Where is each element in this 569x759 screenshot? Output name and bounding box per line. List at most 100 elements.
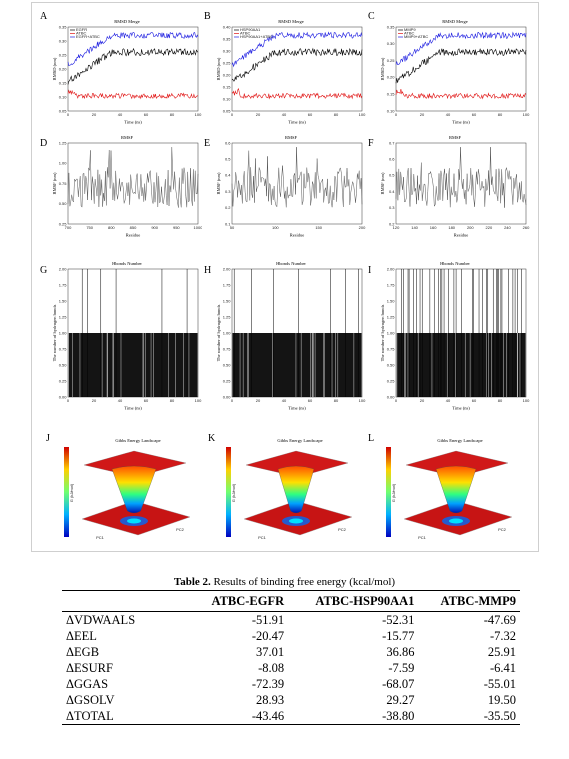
y-tick-label: 0.50	[223, 362, 232, 367]
y-axis-label: PC2	[498, 527, 507, 532]
x-tick-label: 40	[446, 398, 451, 403]
y-tick-label: 0.30	[59, 38, 68, 43]
x-tick-label: 0	[395, 398, 398, 403]
x-tick-label: 160	[430, 225, 437, 230]
panel-letter: G	[40, 265, 48, 276]
hsp90aa1-value: -68.07	[382, 677, 415, 691]
x-tick-label: 100	[272, 225, 279, 230]
mmp9-value: -6.41	[489, 661, 516, 675]
header-egfr: ATBC-EGFR	[211, 594, 285, 608]
energy-colorbar	[386, 447, 391, 537]
x-tick-label: 80	[334, 112, 339, 117]
y-tick-label: 0.35	[223, 36, 232, 41]
x-tick-label: 60	[144, 112, 149, 117]
y-axis-label: The number of hydrogen bonds	[380, 304, 385, 361]
y-axis-label: The number of hydrogen bonds	[52, 304, 57, 361]
y-tick-label: 0.15	[59, 80, 68, 85]
plot-panel-i: Hbonds Number 2.00 1.75 1.50 1.25 1.00 0.75 0.5…	[380, 261, 530, 411]
ligand-rmsd-line	[67, 89, 199, 100]
protein-rmsd-line	[231, 47, 363, 82]
y-axis-label: PC2	[176, 527, 185, 532]
y-tick-label: 1.25	[223, 314, 232, 319]
x-tick-label: 100	[523, 112, 530, 117]
x-tick-label: 100	[195, 112, 202, 117]
x-tick-label: 800	[108, 225, 115, 230]
x-tick-label: 0	[67, 112, 70, 117]
y-tick-label: 0.05	[59, 108, 68, 113]
y-tick-label: 0.00	[387, 394, 396, 399]
x-tick-label: 40	[118, 398, 123, 403]
y-tick-label: 0.2	[389, 221, 395, 226]
panel-letter: L	[368, 433, 375, 444]
x-tick-label: 140	[411, 225, 418, 230]
panel-title: Gibbs Energy Landscape	[437, 438, 482, 443]
table-header-row: ATBC-EGFR ATBC-HSP90AA1 ATBC-MMP9	[62, 590, 520, 612]
panel-title: RMSF	[449, 135, 462, 140]
y-axis-label: PC2	[338, 527, 347, 532]
mmp9-value: 25.91	[487, 645, 516, 659]
rmsf-line	[67, 147, 199, 208]
x-tick-label: 0	[67, 398, 70, 403]
plot-frame	[395, 142, 527, 225]
y-tick-label: 0.15	[387, 92, 396, 97]
plot-frame	[67, 142, 199, 225]
y-tick-label: 1.00	[59, 161, 68, 166]
x-tick-label: 260	[523, 225, 530, 230]
egfr-value: -51.91	[251, 613, 285, 627]
y-tick-label: 0.4	[225, 173, 231, 178]
plot-panel-c: RMSD Merge 0.35 0.30 0.25 0.20 0.15 0.100 20 40 6…	[380, 19, 530, 125]
x-tick-label: 40	[282, 398, 287, 403]
y-tick-label: 1.75	[59, 282, 68, 287]
x-tick-label: 0	[231, 398, 234, 403]
legend-entry: ATBC	[76, 31, 86, 36]
panel-letter: H	[204, 265, 212, 276]
fel-floor-minimum	[127, 518, 141, 524]
header-mmp9: ATBC-MMP9	[440, 594, 516, 608]
x-tick-label: 60	[144, 398, 149, 403]
table-caption-label: Table 2.	[173, 576, 211, 588]
fel-surface-funnel	[277, 465, 315, 514]
x-tick-label: 40	[118, 112, 123, 117]
y-tick-label: 1.00	[223, 330, 232, 335]
plot-panel-e: RMSF 0.6 0.5 0.4 0.3 0.2 0.150 100 150 200 Residue…	[216, 135, 366, 238]
y-tick-label: 1.75	[223, 282, 232, 287]
plot-frame	[395, 26, 527, 112]
y-tick-label: 0.20	[387, 75, 396, 80]
panel-title: RMSD Merge	[442, 19, 468, 24]
x-tick-label: 950	[173, 225, 180, 230]
panel-title: RMSF	[285, 135, 298, 140]
panel-title: Hbonds Number	[276, 261, 306, 266]
table-row: ΔGGAS -72.39 -68.07 -55.01	[62, 676, 520, 692]
plot-frame	[231, 142, 363, 225]
egfr-value: -8.08	[258, 661, 285, 675]
y-tick-label: 2.00	[59, 266, 68, 271]
plot-panel-g: Hbonds Number 2.00 1.75 1.50 1.25 1.00 0.75 0.5…	[52, 261, 202, 411]
hbond-baseline-bars	[232, 333, 362, 397]
x-tick-label: 20	[256, 398, 261, 403]
mmp9-value: 19.50	[487, 693, 516, 707]
ligand-rmsd-line	[231, 88, 363, 100]
x-tick-label: 20	[256, 112, 261, 117]
fel-panel-k: Gibbs Energy Landscape G (kJ/mol) PC1 PC2	[226, 438, 353, 540]
plot-frame	[231, 26, 363, 112]
x-axis-label: Time (ns)	[124, 120, 142, 125]
x-tick-label: 200	[467, 225, 474, 230]
y-tick-label: 0.25	[223, 378, 232, 383]
y-tick-label: 0.10	[387, 108, 396, 113]
y-axis-label: RMSF (nm)	[380, 172, 385, 194]
y-axis-label: RMSD (nm)	[380, 57, 385, 80]
y-tick-label: 0.50	[387, 362, 396, 367]
energy-colorbar	[64, 447, 69, 537]
x-axis-label: Time (ns)	[452, 120, 470, 125]
legend-entry: HSP90AA1	[240, 27, 261, 32]
binding-free-energy-table: ATBC-EGFR ATBC-HSP90AA1 ATBC-MMP9 ΔVDWAA…	[62, 590, 520, 725]
panel-letter: I	[368, 265, 372, 276]
table-row: ΔTOTAL -43.46 -38.80 -35.50	[62, 708, 520, 725]
hbond-baseline-bars	[68, 333, 198, 397]
y-tick-label: 0.5	[389, 173, 395, 178]
legend-entry: HSP90AA1+ATBC	[240, 34, 273, 39]
x-tick-label: 100	[523, 398, 530, 403]
y-tick-label: 0.25	[223, 60, 232, 65]
